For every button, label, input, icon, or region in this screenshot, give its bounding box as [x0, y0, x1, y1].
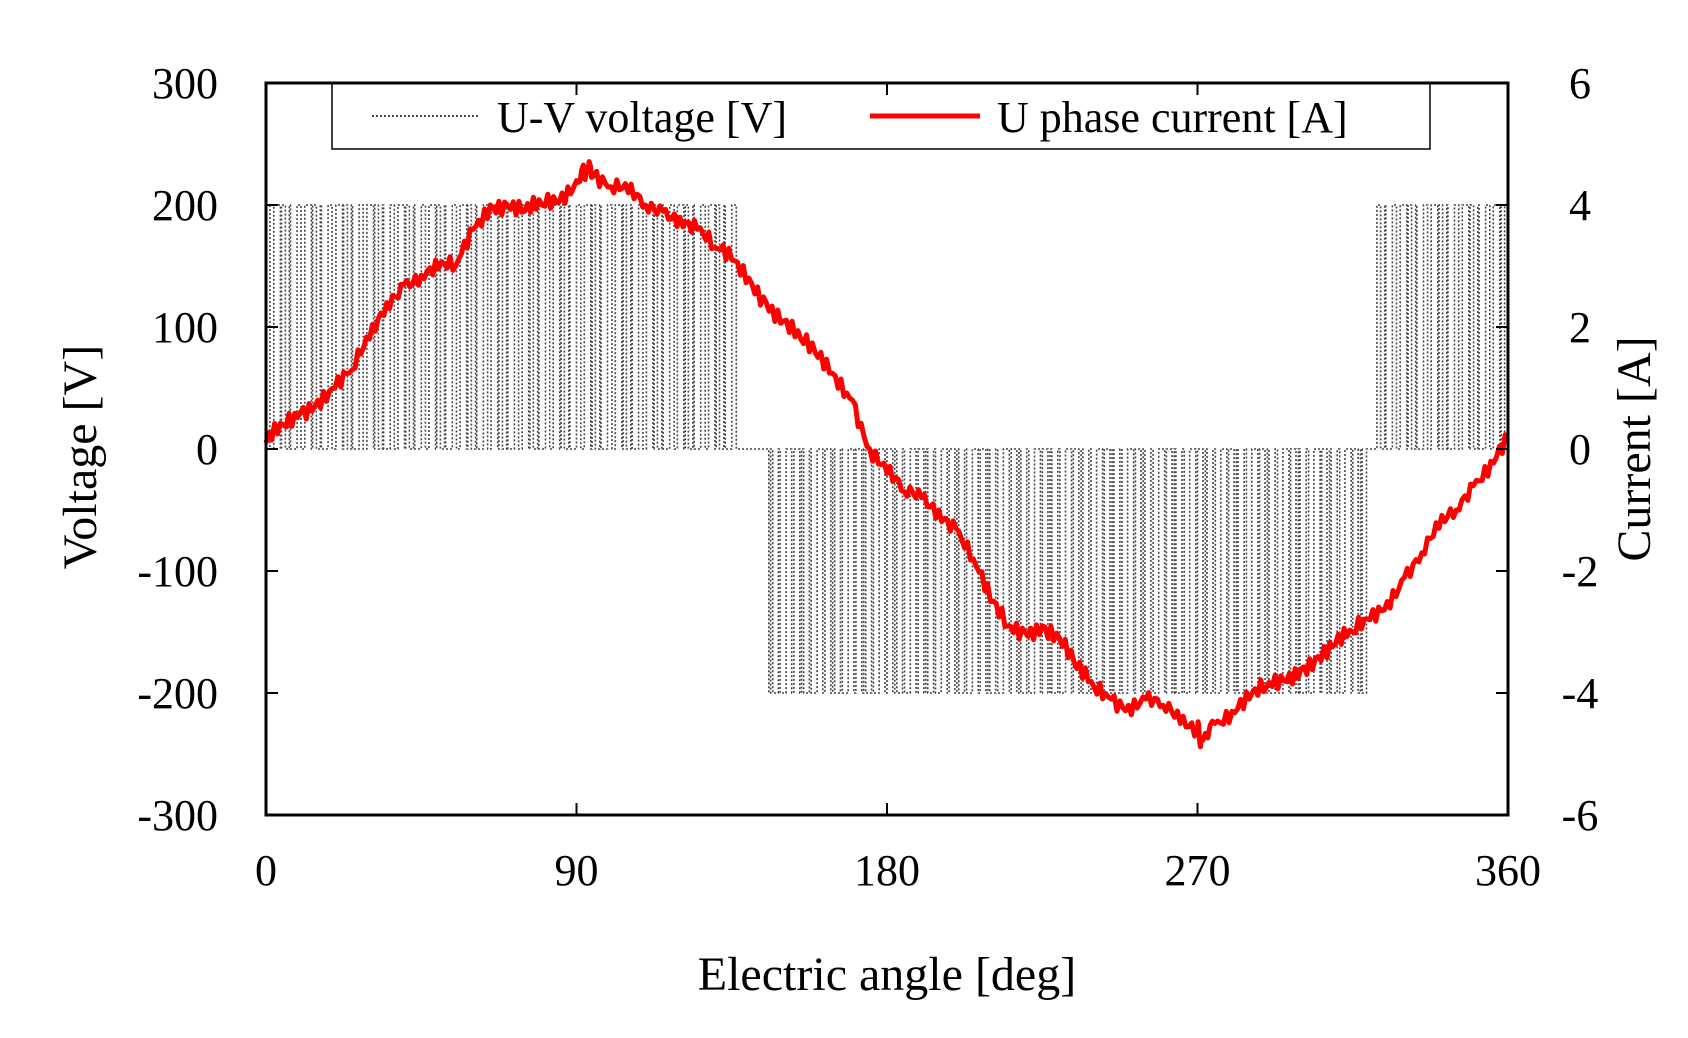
y-left-tick-label: -300: [137, 791, 218, 840]
x-tick-label: 360: [1475, 846, 1541, 895]
current-series: [263, 159, 1510, 750]
y-left-tick-label: -100: [137, 547, 218, 596]
y-right-tick-label: -4: [1562, 669, 1599, 718]
voltage-series: [266, 204, 1508, 694]
y-right-tick-label: 0: [1569, 425, 1591, 474]
y-right-tick-label: -2: [1562, 547, 1599, 596]
y-right-tick-label: 6: [1569, 59, 1591, 108]
current-line: [263, 159, 1510, 750]
y-left-tick-label: 100: [152, 303, 218, 352]
y-left-tick-label: 0: [196, 425, 218, 474]
x-tick-label: 270: [1165, 846, 1231, 895]
legend-label-voltage: U-V voltage [V]: [497, 93, 787, 142]
legend: U-V voltage [V] U phase current [A]: [331, 82, 1431, 150]
y-left-axis-label: Voltage [V]: [54, 345, 107, 569]
y-right-axis-label: Current [A]: [1608, 336, 1661, 561]
voltage-line: [266, 204, 1508, 694]
y-left-tick-label: 300: [152, 59, 218, 108]
y-right-tick-label: 4: [1569, 181, 1591, 230]
x-tick-label: 90: [555, 846, 599, 895]
y-left-axis-ticks: 300 200 100 0 -100 -200 -300: [137, 59, 278, 840]
y-right-axis-ticks: 6 4 2 0 -2 -4 -6: [1496, 59, 1598, 840]
y-right-tick-label: -6: [1562, 791, 1599, 840]
x-axis-ticks: 0 90 180 270 360: [255, 83, 1541, 895]
x-tick-label: 180: [854, 846, 920, 895]
x-tick-label: 0: [255, 846, 277, 895]
y-left-tick-label: -200: [137, 669, 218, 718]
y-right-tick-label: 2: [1569, 303, 1591, 352]
x-axis-label: Electric angle [deg]: [698, 948, 1076, 1001]
y-left-tick-label: 200: [152, 181, 218, 230]
legend-label-current: U phase current [A]: [997, 93, 1348, 142]
